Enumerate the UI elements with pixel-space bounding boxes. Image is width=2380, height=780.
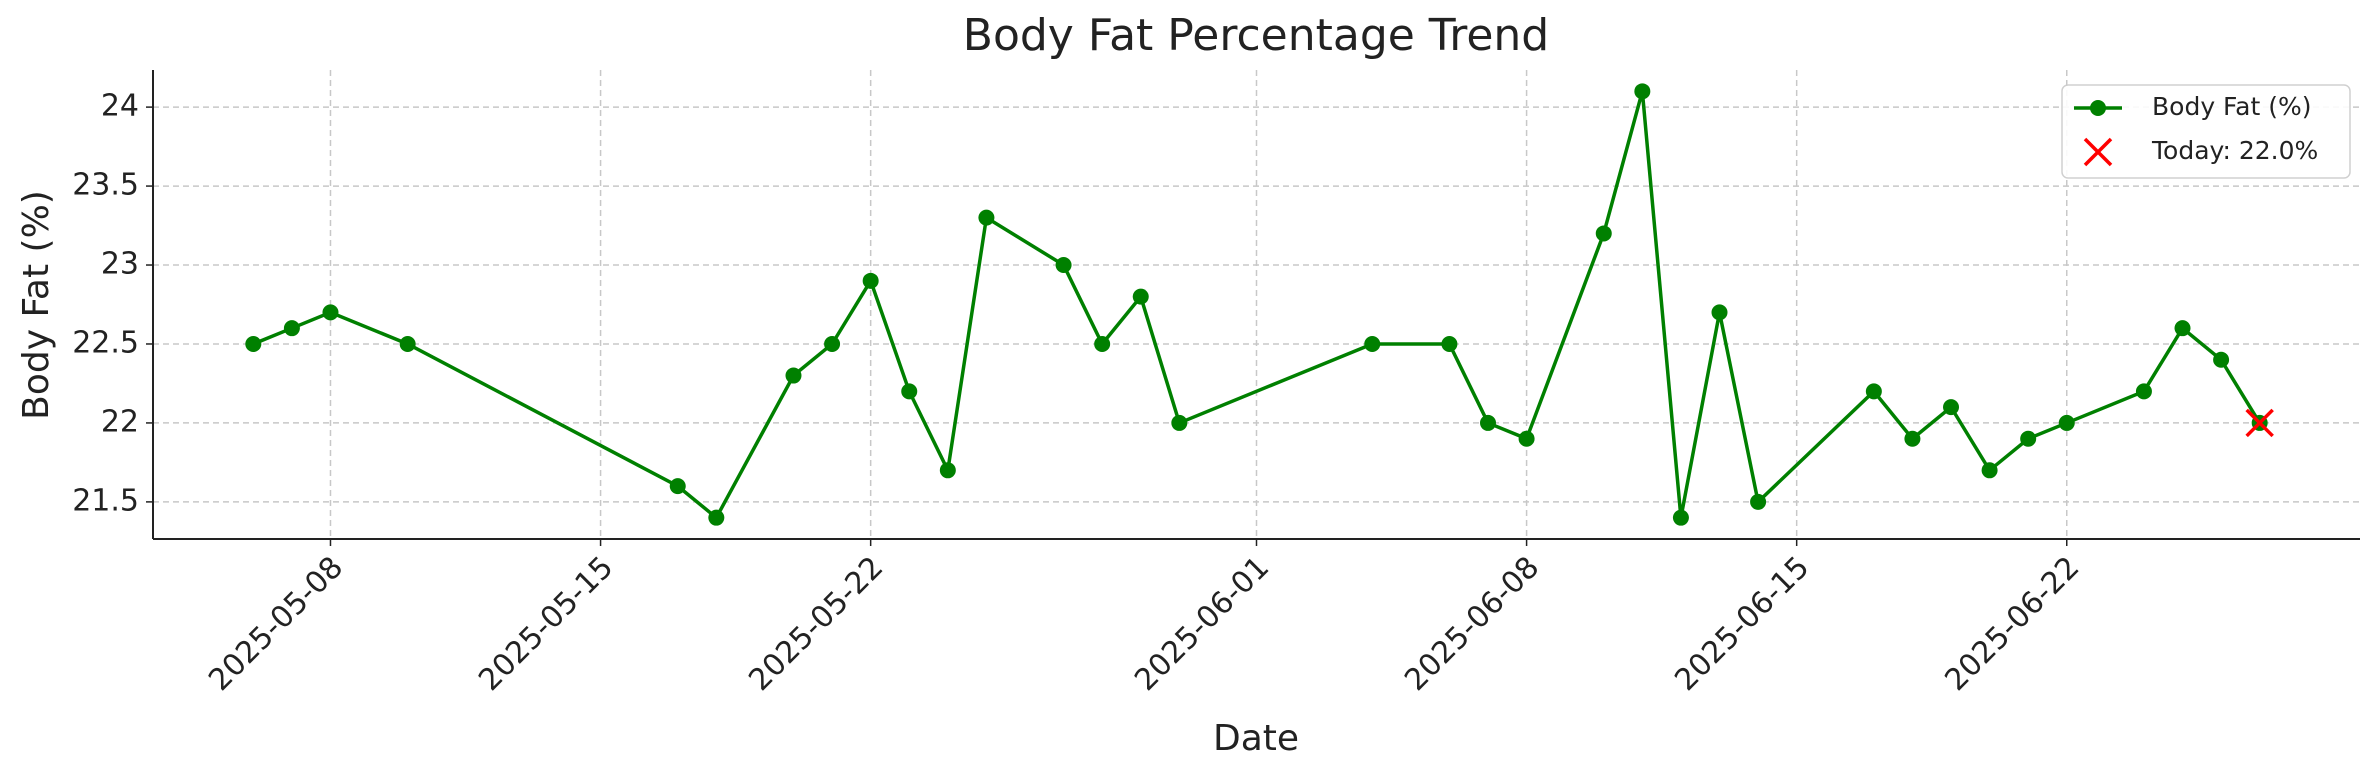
data-point (901, 383, 918, 400)
data-point (2174, 320, 2191, 337)
y-tick-label: 21.5 (72, 483, 139, 518)
data-point (1981, 462, 1998, 479)
x-tick-label: 2025-06-22 (1938, 550, 2086, 698)
x-tick-label: 2025-05-08 (202, 550, 350, 698)
data-point (1171, 414, 1188, 431)
data-point (322, 304, 339, 321)
x-tick-label: 2025-06-01 (1128, 550, 1276, 698)
y-tick-label: 24 (101, 89, 139, 124)
data-point (1750, 493, 1767, 510)
data-point (1943, 399, 1960, 416)
data-point (1672, 509, 1689, 526)
x-axis-label: Date (1213, 718, 1299, 759)
y-tick-label: 22.5 (72, 325, 139, 360)
data-point (978, 209, 995, 226)
data-point (1094, 335, 1111, 352)
data-point (1711, 304, 1728, 321)
legend-box (2061, 84, 2351, 179)
data-point (1634, 83, 1651, 100)
y-tick-label: 23 (101, 247, 139, 282)
data-point (245, 335, 262, 352)
data-point (862, 272, 879, 289)
y-tick-label: 23.5 (72, 168, 139, 203)
data-point (1518, 430, 1535, 447)
today-x-stroke (2245, 408, 2274, 438)
x-tick-label: 2025-05-15 (472, 550, 620, 698)
legend-label: Body Fat (%) (2152, 92, 2311, 121)
today-marker (2245, 408, 2274, 438)
data-point (1364, 335, 1381, 352)
data-point (2213, 351, 2230, 368)
data-point (669, 478, 686, 495)
legend-label: Today: 22.0% (2151, 136, 2318, 165)
data-point (2020, 430, 2037, 447)
chart-title: Body Fat Percentage Trend (963, 10, 1549, 61)
x-tick-label: 2025-06-08 (1398, 550, 1546, 698)
data-point (939, 462, 956, 479)
data-point (785, 367, 802, 384)
y-tick-label: 22 (101, 404, 139, 439)
data-point (1595, 225, 1612, 242)
data-point (399, 335, 416, 352)
data-point (2135, 383, 2152, 400)
data-point (1441, 335, 1458, 352)
data-point (824, 335, 841, 352)
y-axis-label: Body Fat (%) (16, 190, 57, 420)
data-point (2058, 414, 2075, 431)
data-point (1865, 383, 1882, 400)
data-point (1132, 288, 1149, 305)
data-point (1055, 257, 1072, 274)
legend-marker (2090, 100, 2106, 116)
x-tick-label: 2025-06-15 (1668, 550, 1816, 698)
x-tick-label: 2025-05-22 (742, 550, 890, 698)
data-point (283, 320, 300, 337)
legend-x (2083, 137, 2113, 167)
data-point (708, 509, 725, 526)
data-point (1480, 414, 1497, 431)
data-point (1904, 430, 1921, 447)
